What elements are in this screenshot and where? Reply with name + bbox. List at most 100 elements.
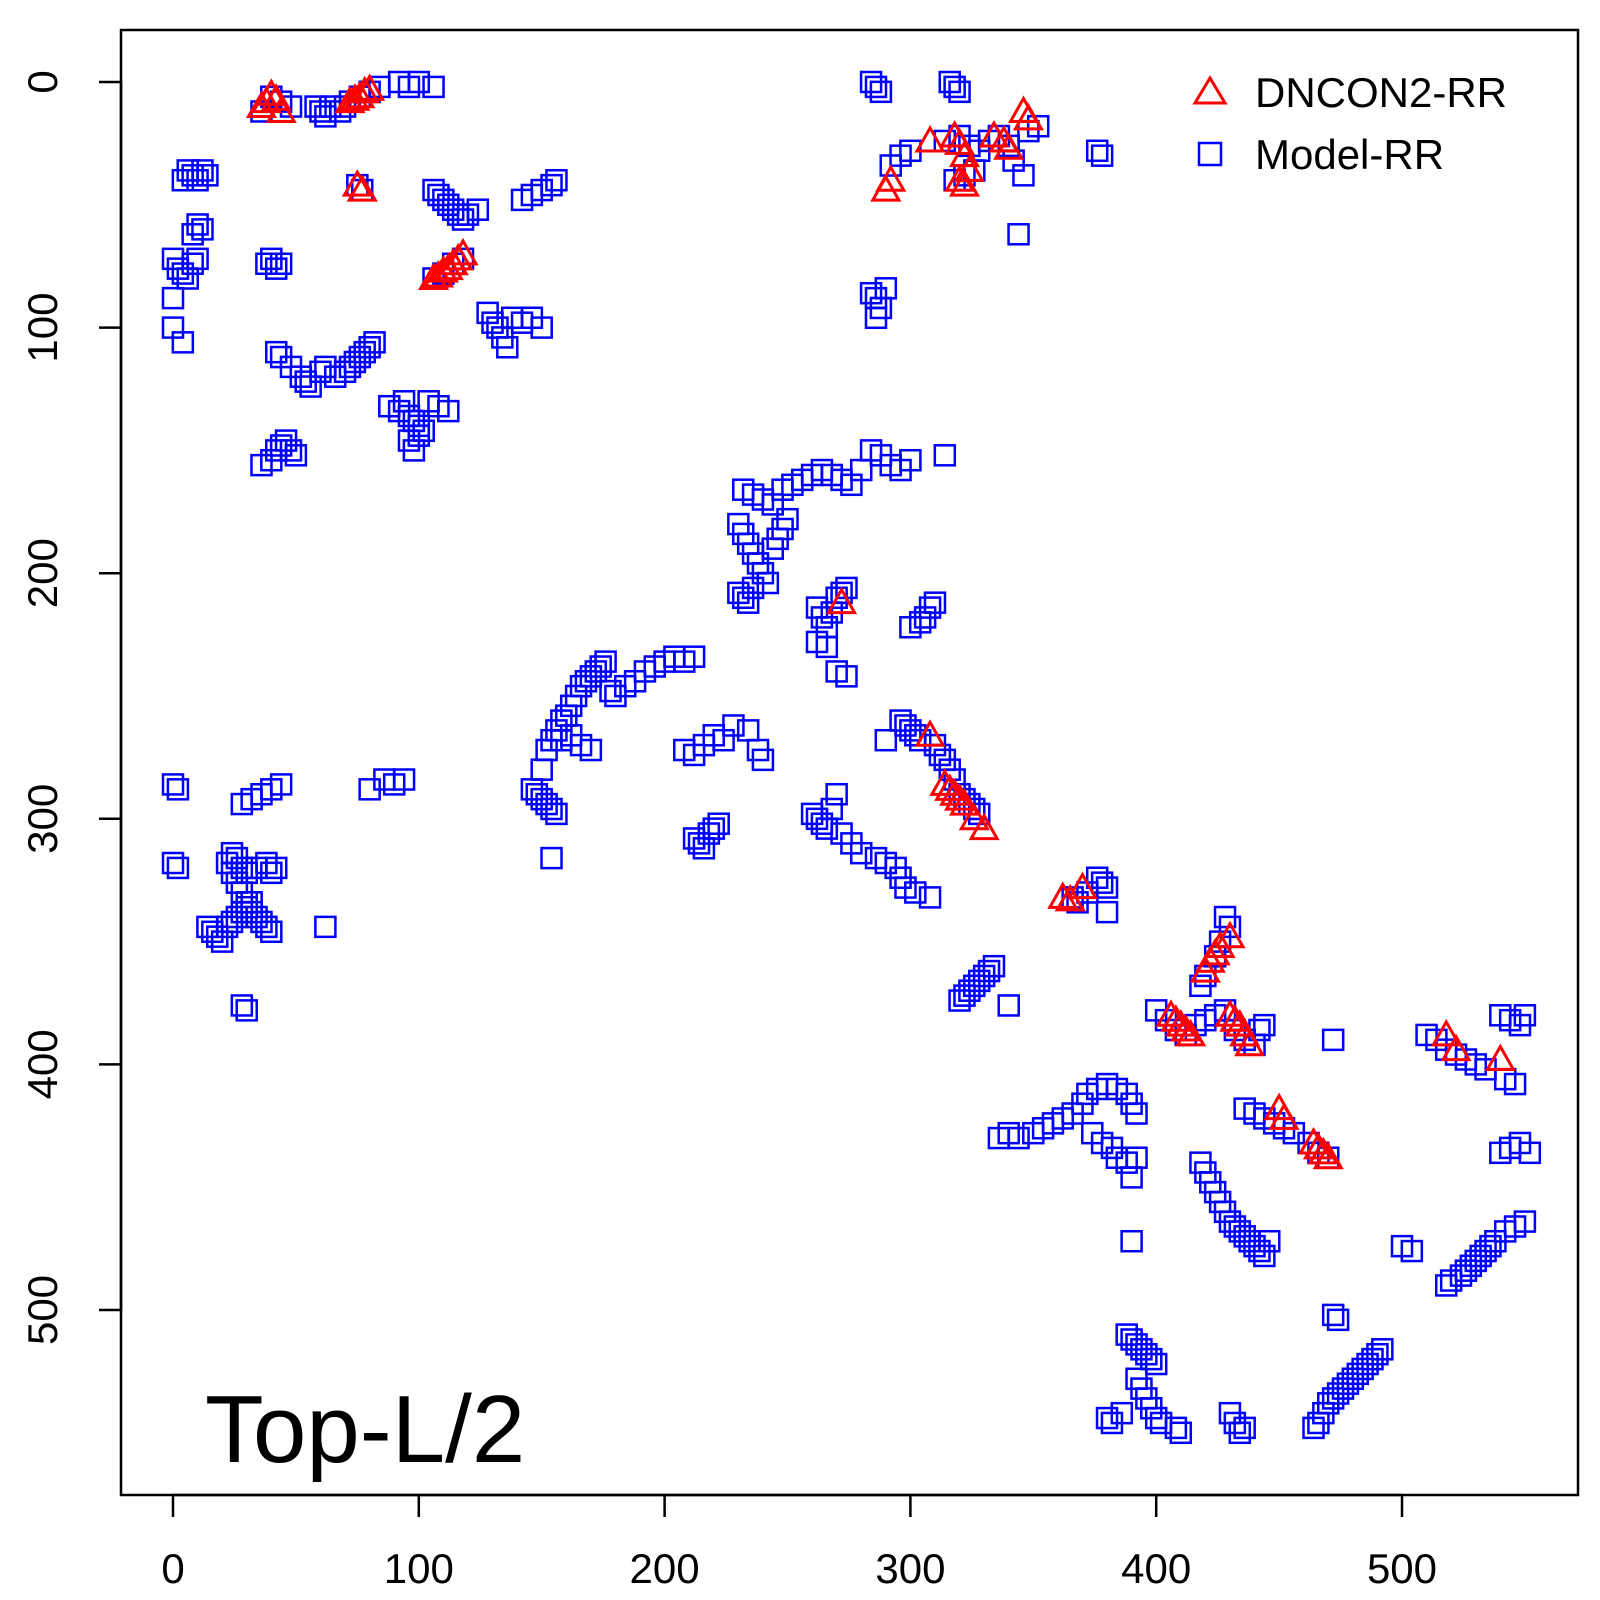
model-rr-point [1085, 139, 1109, 163]
model-rr-point [437, 399, 460, 423]
dncon2-rr-point [346, 174, 378, 202]
x-tick-label: 400 [1121, 1545, 1191, 1592]
dncon2-rr-point [447, 237, 479, 266]
model-rr-point [1169, 1421, 1193, 1445]
model-rr-point [171, 331, 195, 354]
model-rr-point [1120, 1229, 1143, 1253]
dncon2-rr-point [1012, 102, 1044, 131]
dncon2-rr-point [934, 773, 966, 801]
model-rr-point [1144, 1352, 1168, 1376]
model-rr-point [1233, 1416, 1256, 1440]
model-rr-point [314, 915, 337, 939]
legend-square-marker [1197, 141, 1223, 167]
y-tick-label: 300 [19, 784, 66, 854]
model-rr-point [1258, 1229, 1281, 1253]
dncon2-rr-point [265, 95, 297, 123]
model-rr-point [264, 257, 288, 280]
x-tick-label: 0 [161, 1545, 184, 1592]
model-rr-point [496, 335, 519, 359]
model-rr-point [1371, 1338, 1394, 1361]
model-rr-point [908, 728, 932, 752]
model-rr-point [943, 75, 966, 99]
model-rr-point [1164, 1416, 1188, 1440]
model-rr-point [540, 846, 563, 870]
model-rr-point [466, 198, 490, 221]
model-rr-point [392, 768, 416, 791]
model-rr-point [830, 581, 853, 605]
dncon2-rr-point [1214, 920, 1246, 949]
dncon2-rr-point [958, 802, 990, 831]
model-rr-point [1321, 1028, 1345, 1052]
model-rr-point [284, 444, 308, 467]
model-rr-point [1125, 1102, 1148, 1125]
model-rr-point [722, 714, 745, 737]
dncon2-rr-point [349, 75, 381, 104]
model-rr-point [269, 773, 293, 796]
x-tick-label: 500 [1367, 1545, 1437, 1592]
dncon2-rr-point [1175, 1018, 1207, 1047]
model-rr-point [530, 758, 553, 781]
dncon2-rr-point [1066, 871, 1099, 900]
model-rr-point [1012, 164, 1035, 187]
y-tick-label: 200 [19, 538, 66, 608]
dncon2-rr-point [1007, 95, 1040, 123]
dncon2-rr-point [968, 812, 1000, 841]
model-rr-point [235, 999, 258, 1022]
dncon2-rr-point [1160, 1004, 1192, 1032]
model-rr-point [530, 316, 553, 339]
model-rr-point [864, 306, 888, 330]
x-tick-label: 300 [875, 1545, 945, 1592]
model-rr-point [1326, 1308, 1350, 1332]
model-rr-point [904, 881, 927, 904]
model-rr-point [736, 591, 760, 614]
model-rr-point [1513, 1004, 1537, 1027]
x-tick-label: 100 [384, 1545, 454, 1592]
model-rr-point [741, 576, 765, 600]
model-rr-point [1513, 1210, 1537, 1233]
dncon2-rr-point [1214, 999, 1246, 1027]
legend-label: Model-RR [1255, 131, 1444, 178]
model-rr-point [260, 920, 283, 944]
model-rr-point [540, 173, 563, 197]
y-tick-label: 500 [19, 1275, 66, 1345]
model-rr-point [358, 335, 381, 359]
model-rr-point [864, 75, 888, 99]
dncon2-rr-point [1204, 930, 1236, 959]
dncon2-rr-point [1430, 1018, 1462, 1047]
dncon2-rr-point [417, 262, 450, 290]
model-rr-point [948, 80, 971, 104]
model-rr-point [933, 444, 957, 467]
model-rr-point [545, 802, 568, 826]
dncon2-rr-point [1165, 1009, 1197, 1037]
model-rr-point [997, 994, 1020, 1017]
dncon2-rr-point [442, 242, 474, 271]
dncon2-rr-point [1484, 1043, 1516, 1071]
legend-triangle-marker [1192, 75, 1228, 105]
dncon2-rr-point [948, 788, 981, 816]
dncon2-rr-point [943, 783, 976, 811]
model-rr-point [363, 331, 386, 354]
dncon2-rr-point [339, 83, 371, 111]
model-rr-point [196, 164, 219, 187]
model-rr-point [1189, 974, 1212, 998]
dncon2-rr-point [914, 124, 946, 153]
model-rr-point [1518, 1141, 1542, 1165]
dncon2-rr-point [1307, 1136, 1339, 1165]
dncon2-rr-point [1268, 1102, 1300, 1130]
model-rr-point [1090, 144, 1114, 167]
model-rr-point [1400, 1239, 1424, 1263]
dncon2-rr-point [826, 586, 858, 615]
dncon2-rr-point [914, 719, 946, 747]
model-rr-point [825, 782, 848, 806]
dncon2-rr-point [341, 169, 373, 197]
x-axis: 0 100 200 300 400 500 [161, 1493, 1437, 1592]
model-rr-point [1321, 1303, 1345, 1327]
y-axis: 0 100 200 300 400 500 [19, 70, 123, 1345]
dncon2-rr-point [948, 169, 981, 197]
series-layer [161, 70, 1542, 1445]
model-rr-point [1120, 1166, 1143, 1189]
dncon2-rr-point [1219, 1004, 1251, 1032]
model-rr-point [1503, 1072, 1527, 1096]
model-rr-point [230, 994, 254, 1017]
